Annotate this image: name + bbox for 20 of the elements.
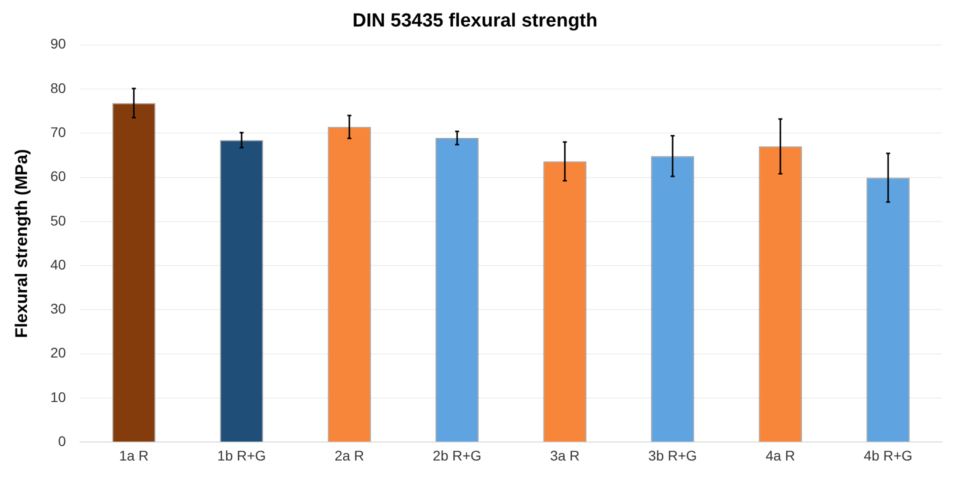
y-tick-label: 50 [50,212,66,228]
chart-title: DIN 53435 flexural strength [352,10,598,32]
y-tick-label: 0 [58,433,66,450]
y-tick-label: 80 [50,80,66,96]
y-tick-label: 60 [50,168,66,184]
y-tick-label: 40 [50,256,66,272]
y-axis-title: Flexural strength (MPa) [12,149,31,338]
x-tick-label: 3b R+G [648,447,697,464]
y-tick-label: 10 [50,388,66,405]
y-tick-label: 30 [50,300,66,317]
x-tick-label: 2b R+G [432,447,482,464]
x-tick-label: 1b R+G [217,447,266,464]
y-tick-label: 20 [50,344,66,361]
x-tick-label: 4b R+G [864,447,912,464]
y-tick-label: 90 [50,36,66,52]
y-tick-label: 70 [50,124,66,140]
x-tick-label: 2a R [334,447,364,464]
x-tick-label: 1a R [119,447,149,464]
x-tick-label: 4a R [766,447,796,464]
x-tick-label: 3a R [550,447,580,464]
